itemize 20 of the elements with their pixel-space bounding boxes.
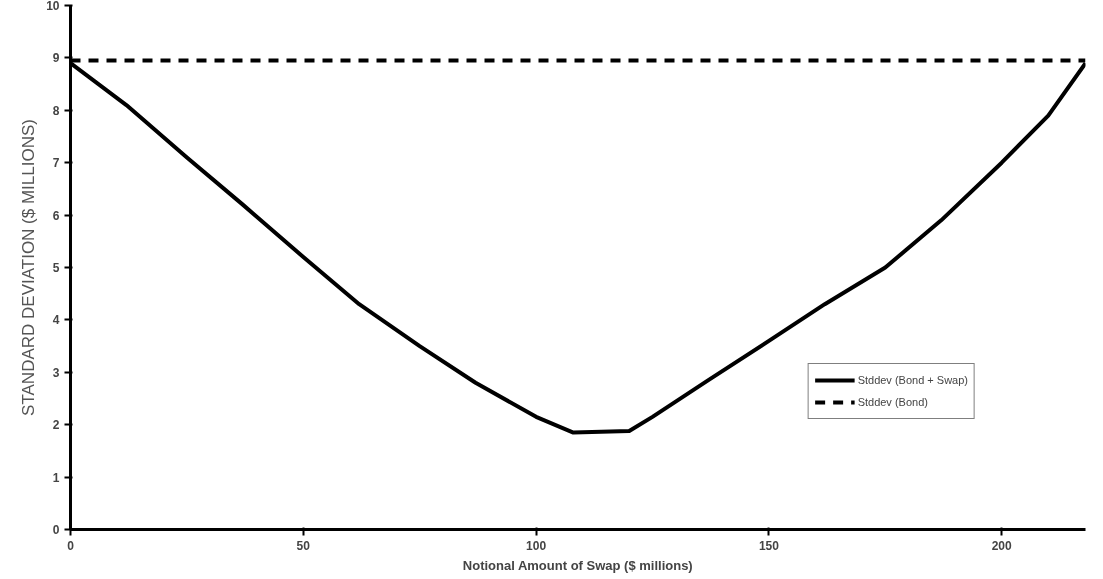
y-tick-label: 7 (52, 156, 60, 171)
y-tick-label: 6 (52, 208, 60, 223)
y-tick-label: 10 (46, 0, 60, 13)
y-tick-label: 1 (52, 470, 60, 485)
y-tick-label: 8 (52, 103, 60, 118)
x-tick-label: 100 (526, 538, 547, 553)
y-tick-label: 2 (52, 418, 60, 433)
x-tick-label: 200 (991, 538, 1013, 553)
x-axis-title: Notional Amount of Swap ($ millions) (462, 557, 693, 573)
y-axis-title: STANDARD DEVIATION ($ MILLIONS) (19, 119, 39, 416)
y-tick-label: 5 (52, 261, 60, 275)
y-tick-label: 4 (52, 313, 60, 328)
x-tick-label: 150 (758, 538, 780, 553)
y-tick-label: 9 (52, 51, 60, 66)
legend-label: Stddev (Bond) (857, 396, 928, 408)
y-tick-label: 3 (52, 365, 60, 380)
y-tick-label: 0 (52, 523, 60, 537)
x-tick-label: 50 (296, 538, 311, 553)
x-tick-label: 0 (67, 538, 75, 553)
legend-label: Stddev (Bond + Swap) (857, 374, 968, 386)
